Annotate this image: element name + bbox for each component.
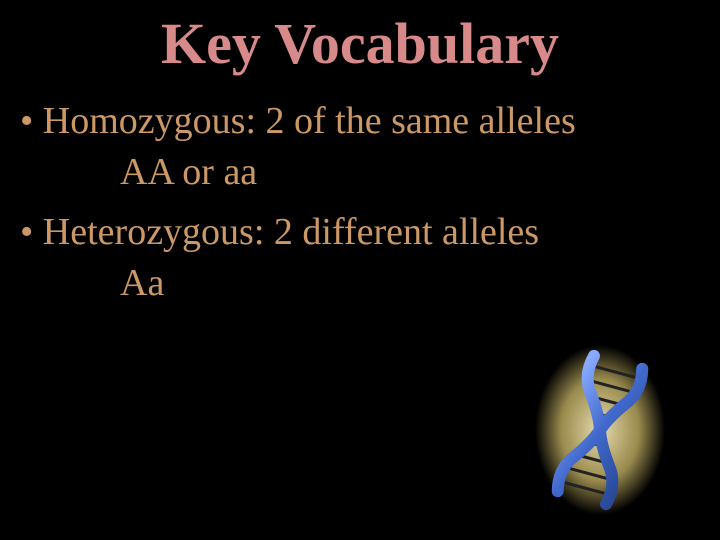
- dna-helix-icon: [530, 340, 670, 520]
- bullet-2-example: Aa: [20, 259, 700, 308]
- bullet-2-term: • Heterozygous: 2 different alleles: [20, 208, 700, 257]
- slide-content: • Homozygous: 2 of the same alleles AA o…: [0, 97, 720, 309]
- bullet-1-example: AA or aa: [20, 148, 700, 197]
- slide-title: Key Vocabulary: [0, 0, 720, 97]
- bullet-1-term: • Homozygous: 2 of the same alleles: [20, 97, 700, 146]
